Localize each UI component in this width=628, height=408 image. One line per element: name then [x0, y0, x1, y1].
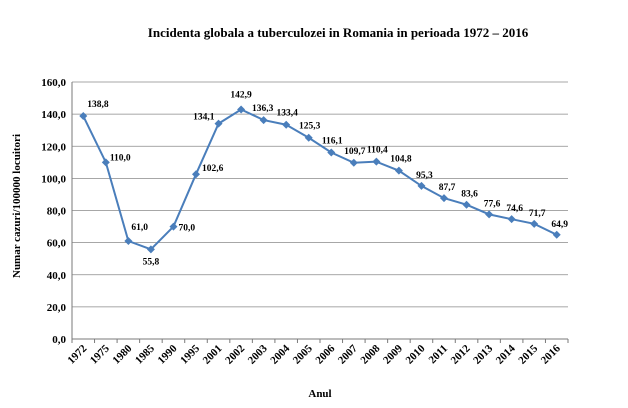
- data-label: 138,8: [87, 100, 109, 110]
- x-tick-label: 1995: [178, 342, 202, 366]
- x-tick-label: 2013: [471, 342, 495, 366]
- x-tick-label: 2016: [539, 342, 563, 366]
- y-tick-label: 0,0: [52, 334, 66, 346]
- data-point-marker: [169, 222, 178, 231]
- data-label: 104,8: [390, 155, 412, 165]
- data-label: 61,0: [131, 223, 148, 233]
- data-label: 125,3: [299, 122, 321, 132]
- x-tick-label: 2003: [246, 342, 270, 366]
- data-label: 83,6: [461, 190, 478, 200]
- x-tick-label: 2002: [223, 342, 247, 366]
- x-tick-label: 1990: [156, 342, 180, 366]
- data-point-marker: [192, 170, 200, 179]
- y-tick-label: 120,0: [41, 141, 66, 153]
- data-point-marker: [146, 245, 155, 254]
- data-label: 70,0: [178, 224, 195, 234]
- x-tick-label: 2008: [358, 342, 382, 366]
- x-tick-label: 2004: [268, 342, 292, 366]
- data-label: 110,4: [367, 146, 388, 156]
- data-label: 142,9: [230, 90, 252, 100]
- data-label: 116,1: [322, 137, 343, 147]
- data-label: 55,8: [143, 257, 160, 267]
- data-label: 102,6: [202, 164, 224, 174]
- y-tick-label: 40,0: [47, 270, 67, 282]
- series-line: [79, 105, 561, 254]
- axes: [71, 82, 569, 343]
- data-point-marker: [462, 200, 471, 209]
- x-tick-label: 2005: [291, 342, 315, 366]
- data-point-marker: [349, 158, 358, 167]
- data-label: 133,4: [276, 109, 298, 119]
- data-point-marker: [101, 158, 110, 167]
- x-tick-label: 2015: [516, 342, 540, 366]
- y-tick-labels: 0,0 20,0 40,0 60,0 80,0 100,0 120,0 140,0 160,0: [41, 77, 66, 346]
- y-tick-label: 80,0: [47, 206, 67, 218]
- data-point-marker: [259, 116, 268, 125]
- data-point-marker: [417, 181, 426, 190]
- data-point-marker: [552, 230, 561, 239]
- x-tick-label: 2006: [313, 342, 337, 366]
- data-label: 71,7: [529, 209, 546, 219]
- data-label: 87,7: [439, 183, 456, 193]
- data-label: 110,0: [110, 153, 131, 163]
- data-label: 64,9: [551, 220, 568, 230]
- data-point-marker: [237, 105, 246, 114]
- data-point-marker: [440, 194, 448, 203]
- y-tick-label: 60,0: [47, 238, 67, 250]
- data-label: 95,3: [416, 171, 433, 181]
- data-point-marker: [304, 133, 313, 142]
- x-tick-labels: 1972197519801985199019952001200220032004…: [65, 342, 563, 366]
- x-tick-label: 2011: [426, 343, 450, 367]
- x-tick-label: 2009: [381, 342, 405, 366]
- x-tick-label: 2001: [201, 343, 225, 367]
- gridlines: [72, 81, 568, 308]
- data-label: 77,6: [484, 199, 501, 209]
- data-label: 134,1: [193, 113, 215, 123]
- x-tick-label: 1972: [65, 342, 89, 366]
- x-tick-label: 2012: [449, 342, 473, 366]
- x-tick-label: 2007: [336, 342, 360, 366]
- x-axis-title: Anul: [308, 388, 331, 400]
- x-tick-label: 2010: [404, 342, 428, 366]
- x-tick-label: 2014: [494, 342, 518, 366]
- data-point-marker: [530, 219, 539, 228]
- data-point-marker: [79, 112, 88, 121]
- data-point-marker: [214, 119, 223, 128]
- data-label: 136,3: [252, 104, 274, 114]
- y-tick-label: 100,0: [41, 173, 66, 185]
- series-polyline: [82, 108, 558, 251]
- data-point-marker: [485, 210, 494, 219]
- y-tick-label: 20,0: [47, 302, 67, 314]
- data-point-marker: [372, 157, 381, 166]
- x-tick-label: 1980: [110, 342, 134, 366]
- x-tick-label: 1985: [133, 342, 157, 366]
- data-point-marker: [124, 237, 133, 246]
- y-tick-label: 160,0: [41, 77, 66, 89]
- data-point-marker: [507, 215, 516, 224]
- x-tick-label: 1975: [88, 342, 112, 366]
- y-axis-title: Numar cazuri/100000 locuitori: [11, 134, 23, 278]
- data-labels: 138,8 110,0 61,0 55,8 70,0 102,6 134,1 142,9136…: [87, 90, 568, 267]
- data-point-marker: [394, 166, 403, 175]
- data-label: 109,7: [344, 147, 366, 157]
- y-tick-label: 140,0: [41, 109, 66, 121]
- data-point-marker: [282, 120, 291, 129]
- chart-title: Incidenta globala a tuberculozei in Roma…: [148, 25, 529, 40]
- data-label: 74,6: [506, 204, 523, 214]
- data-point-marker: [327, 148, 336, 157]
